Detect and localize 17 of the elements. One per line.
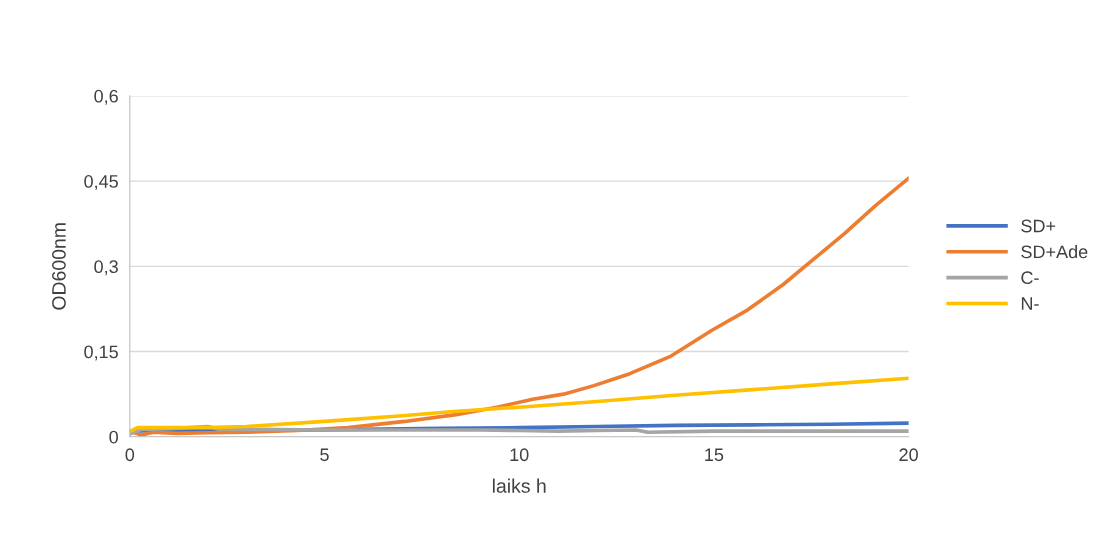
x-tick-label: 20 <box>899 448 918 462</box>
y-tick-label: 0,6 <box>94 89 118 105</box>
legend-label: N- <box>1021 297 1039 310</box>
legend-label: C- <box>1021 271 1039 285</box>
x-tick-label: 15 <box>705 448 724 462</box>
x-tick-label: 0 <box>125 448 135 462</box>
x-tick-label: 10 <box>510 448 529 462</box>
x-axis-title: laiks h <box>492 478 546 493</box>
y-tick-label: 0 <box>109 430 118 444</box>
y-tick-label: 0,3 <box>94 260 118 276</box>
y-tick-label: 0,45 <box>84 175 118 190</box>
legend-label: SD+Ade <box>1021 244 1088 259</box>
line-series <box>129 376 909 434</box>
y-axis-title: OD600nm <box>52 223 66 310</box>
y-tick-label: 0,15 <box>84 345 118 361</box>
legend-label: SD+ <box>1021 219 1056 233</box>
x-tick-label: 5 <box>320 448 329 462</box>
